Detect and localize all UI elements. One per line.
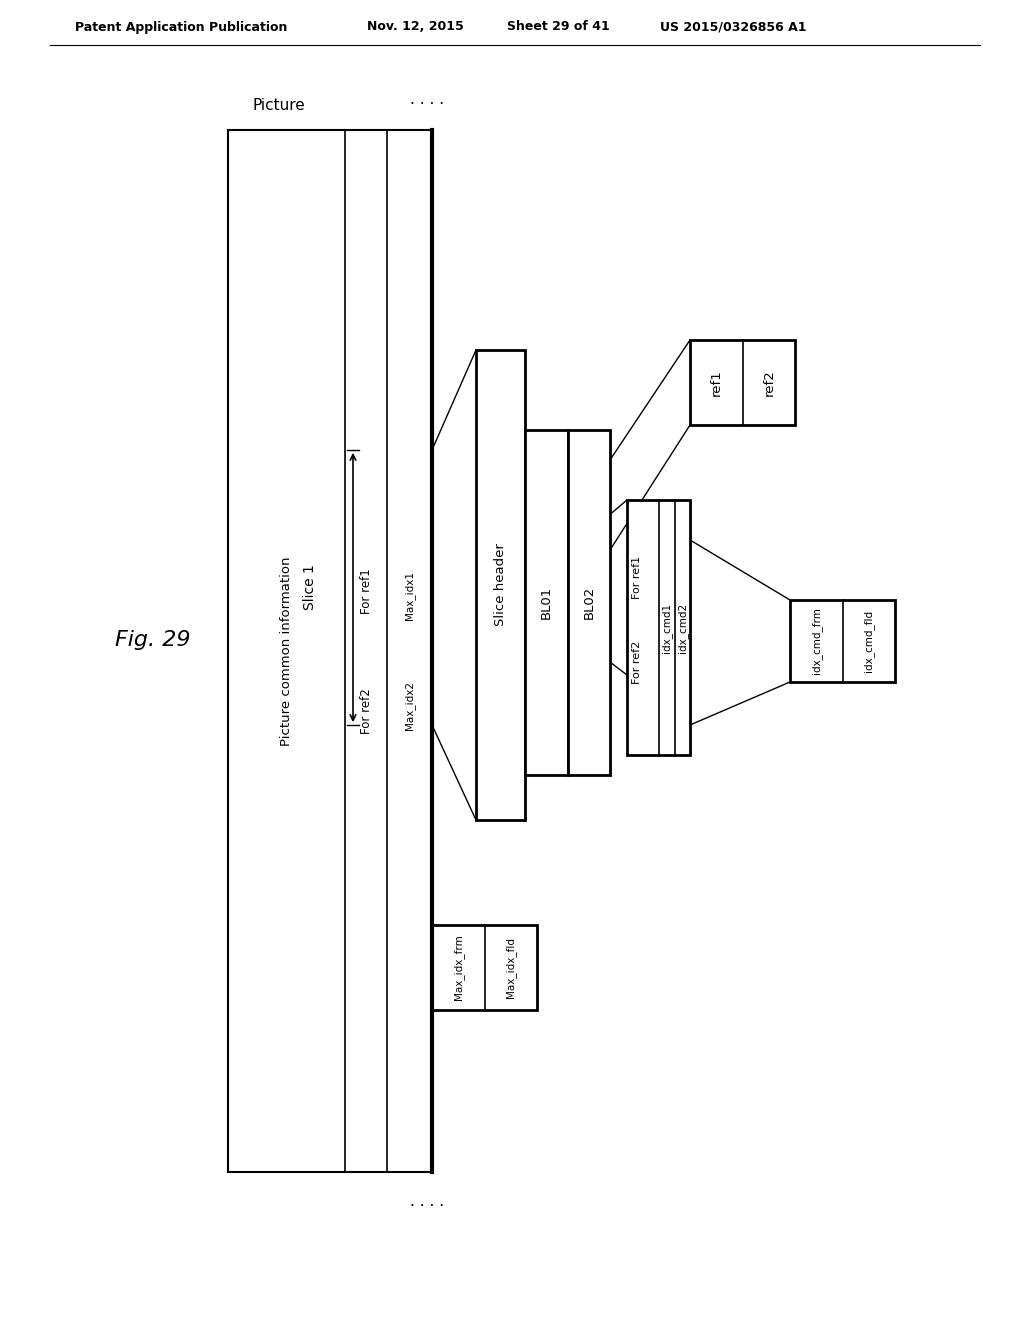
Text: Picture common information: Picture common information bbox=[280, 556, 293, 746]
Text: For ref2: For ref2 bbox=[632, 642, 642, 684]
Text: Sheet 29 of 41: Sheet 29 of 41 bbox=[507, 21, 609, 33]
Text: Fig. 29: Fig. 29 bbox=[115, 630, 190, 649]
Text: For ref1: For ref1 bbox=[632, 556, 642, 599]
Text: Max_idx1: Max_idx1 bbox=[404, 572, 415, 620]
Text: For ref2: For ref2 bbox=[359, 688, 373, 734]
Text: Nov. 12, 2015: Nov. 12, 2015 bbox=[367, 21, 464, 33]
Bar bbox=[525, 430, 568, 775]
Bar bbox=[568, 430, 610, 775]
Text: . . . .: . . . . bbox=[410, 1195, 444, 1209]
Text: ref2: ref2 bbox=[762, 370, 775, 396]
Text: US 2015/0326856 A1: US 2015/0326856 A1 bbox=[660, 21, 807, 33]
Text: BL02: BL02 bbox=[583, 586, 596, 619]
Text: Max_idx2: Max_idx2 bbox=[404, 681, 415, 730]
Text: Patent Application Publication: Patent Application Publication bbox=[75, 21, 288, 33]
Text: For ref1: For ref1 bbox=[359, 568, 373, 614]
Bar bbox=[627, 500, 690, 755]
Text: idx_cmd1: idx_cmd1 bbox=[662, 602, 672, 652]
Bar bbox=[690, 341, 795, 425]
Text: Slice 1: Slice 1 bbox=[303, 565, 317, 610]
Text: Slice header: Slice header bbox=[494, 544, 507, 627]
Bar bbox=[476, 350, 525, 820]
Bar bbox=[432, 925, 537, 1010]
Text: Picture: Picture bbox=[253, 98, 306, 112]
Text: ref1: ref1 bbox=[710, 370, 723, 396]
Text: Max_idx_frm: Max_idx_frm bbox=[453, 935, 464, 1001]
Text: Max_idx_fld: Max_idx_fld bbox=[505, 937, 516, 998]
Text: idx_cmd_frm: idx_cmd_frm bbox=[811, 607, 821, 675]
Text: idx_cmd_fld: idx_cmd_fld bbox=[863, 610, 874, 672]
Bar bbox=[790, 601, 895, 682]
Text: idx_cmd2: idx_cmd2 bbox=[677, 602, 688, 652]
Text: . . . .: . . . . bbox=[410, 92, 444, 107]
Text: BL01: BL01 bbox=[540, 586, 553, 619]
